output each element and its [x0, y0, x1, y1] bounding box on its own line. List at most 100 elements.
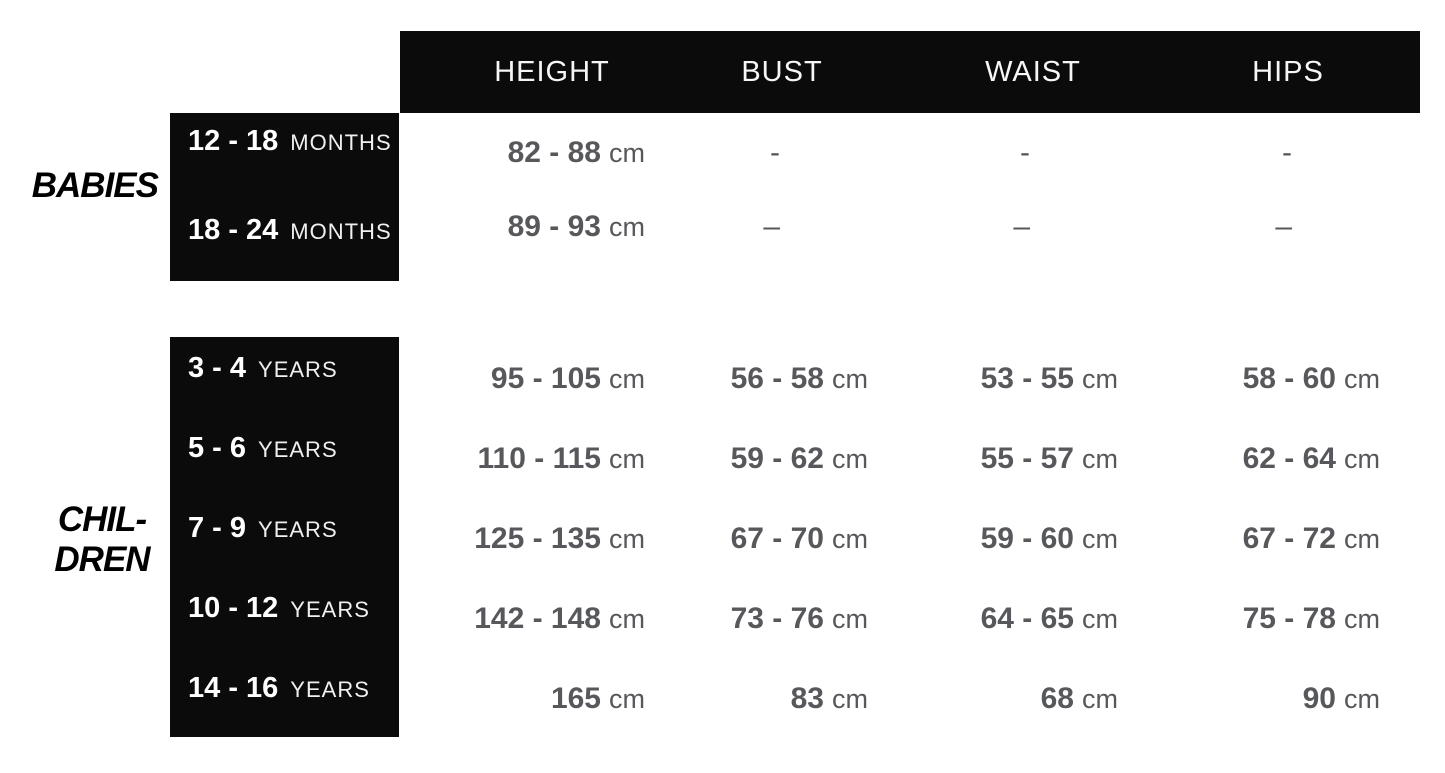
measurement-unit: cm: [1344, 684, 1380, 714]
empty-measurement: -: [770, 136, 780, 169]
measurement-unit: cm: [832, 684, 868, 714]
measurement-value: 59 - 60 cm: [868, 520, 1118, 558]
size-row-label: 14 - 16 YEARS: [188, 670, 370, 711]
measurement-number: 75 - 78: [1242, 602, 1336, 635]
size-range: 14 - 16: [188, 672, 279, 704]
size-unit: YEARS: [258, 437, 338, 462]
measurement-number: 125 - 135: [474, 522, 601, 555]
measurement-number: 67 - 70: [730, 522, 824, 555]
measurement-unit: cm: [1082, 444, 1118, 474]
measurement-unit: cm: [1344, 524, 1380, 554]
size-unit: MONTHS: [290, 219, 392, 244]
measurement-unit: cm: [1344, 444, 1380, 474]
size-row-label: 10 - 12 YEARS: [188, 590, 370, 631]
measurement-unit: cm: [609, 138, 645, 168]
measurement-number: 59 - 62: [730, 442, 824, 475]
empty-measurement: -: [1282, 136, 1292, 169]
measurement-value: 53 - 55 cm: [868, 360, 1118, 398]
size-unit: YEARS: [290, 597, 370, 622]
measurement-value: 125 - 135 cm: [395, 520, 645, 558]
measurement-number: 83: [790, 682, 824, 715]
measurement-unit: cm: [1344, 364, 1380, 394]
group-label-children-line-1: CHIL-: [57, 500, 147, 539]
measurement-unit: cm: [1344, 604, 1380, 634]
measurement-value: 62 - 64 cm: [1130, 440, 1380, 478]
measurement-unit: cm: [609, 212, 645, 242]
measurement-unit: cm: [609, 364, 645, 394]
measurement-number: 55 - 57: [980, 442, 1074, 475]
column-header-waist: WAIST: [985, 55, 1081, 88]
group-label-babies: BABIES: [0, 166, 159, 206]
measurement-number: 64 - 65: [980, 602, 1074, 635]
measurement-number: 95 - 105: [490, 362, 601, 395]
measurement-number: 53 - 55: [980, 362, 1074, 395]
size-row-label: 7 - 9 YEARS: [188, 510, 338, 551]
empty-measurement: -: [1020, 136, 1030, 169]
empty-measurement: –: [1275, 210, 1292, 243]
measurement-unit: cm: [1082, 604, 1118, 634]
size-row-label: 5 - 6 YEARS: [188, 430, 338, 471]
measurement-unit: cm: [609, 604, 645, 634]
size-range: 5 - 6: [188, 432, 247, 464]
measurement-value: 110 - 115 cm: [395, 440, 645, 478]
measurement-value: 90 cm: [1130, 680, 1380, 718]
measurement-number: 67 - 72: [1242, 522, 1336, 555]
children-group-box: [170, 337, 399, 737]
measurement-number: 82 - 88: [507, 136, 601, 169]
measurement-value: 58 - 60 cm: [1130, 360, 1380, 398]
measurement-value: 142 - 148 cm: [395, 600, 645, 638]
measurement-unit: cm: [609, 684, 645, 714]
group-label-children: CHIL- DREN: [28, 500, 176, 580]
size-unit: YEARS: [258, 357, 338, 382]
measurement-number: 59 - 60: [980, 522, 1074, 555]
size-row-label: 18 - 24 MONTHS: [188, 212, 392, 253]
measurement-number: 62 - 64: [1242, 442, 1336, 475]
measurement-number: 142 - 148: [474, 602, 601, 635]
empty-measurement: –: [1013, 210, 1030, 243]
measurement-number: 68: [1040, 682, 1074, 715]
size-range: 3 - 4: [188, 352, 247, 384]
measurement-unit: cm: [1082, 524, 1118, 554]
measurement-unit: cm: [832, 604, 868, 634]
column-header-bust: BUST: [741, 55, 823, 88]
measurement-value: 75 - 78 cm: [1130, 600, 1380, 638]
measurement-value: 67 - 70 cm: [618, 520, 868, 558]
measurement-unit: cm: [832, 524, 868, 554]
measurement-value: 59 - 62 cm: [618, 440, 868, 478]
column-header-height: HEIGHT: [494, 55, 610, 88]
size-unit: MONTHS: [290, 130, 392, 155]
size-row-label: 12 - 18 MONTHS: [188, 123, 392, 164]
measurement-number: 89 - 93: [507, 210, 601, 243]
measurement-unit: cm: [832, 364, 868, 394]
measurement-value: 89 - 93 cm: [395, 208, 645, 246]
measurement-value: 55 - 57 cm: [868, 440, 1118, 478]
measurement-value: 68 cm: [868, 680, 1118, 718]
measurement-value: 83 cm: [618, 680, 868, 718]
measurement-number: 110 - 115: [477, 442, 601, 475]
size-range: 12 - 18: [188, 125, 279, 157]
size-row-label: 3 - 4 YEARS: [188, 350, 338, 391]
measurement-unit: cm: [1082, 364, 1118, 394]
measurement-value: 67 - 72 cm: [1130, 520, 1380, 558]
measurement-value: 64 - 65 cm: [868, 600, 1118, 638]
column-header-hips: HIPS: [1252, 55, 1324, 88]
measurement-unit: cm: [1082, 684, 1118, 714]
measurement-value: 56 - 58 cm: [618, 360, 868, 398]
measurement-unit: cm: [609, 524, 645, 554]
measurement-value: 73 - 76 cm: [618, 600, 868, 638]
measurement-number: 90: [1302, 682, 1336, 715]
measurement-number: 58 - 60: [1242, 362, 1336, 395]
group-label-babies-line: BABIES: [31, 166, 159, 205]
size-range: 7 - 9: [188, 512, 247, 544]
measurement-value: 165 cm: [395, 680, 645, 718]
size-range: 10 - 12: [188, 592, 279, 624]
size-range: 18 - 24: [188, 214, 279, 246]
measurement-unit: cm: [832, 444, 868, 474]
size-unit: YEARS: [290, 677, 370, 702]
size-unit: YEARS: [258, 517, 338, 542]
measurement-number: 165: [550, 682, 601, 715]
measurement-value: 95 - 105 cm: [395, 360, 645, 398]
measurement-number: 73 - 76: [730, 602, 824, 635]
measurement-value: 82 - 88 cm: [395, 134, 645, 172]
